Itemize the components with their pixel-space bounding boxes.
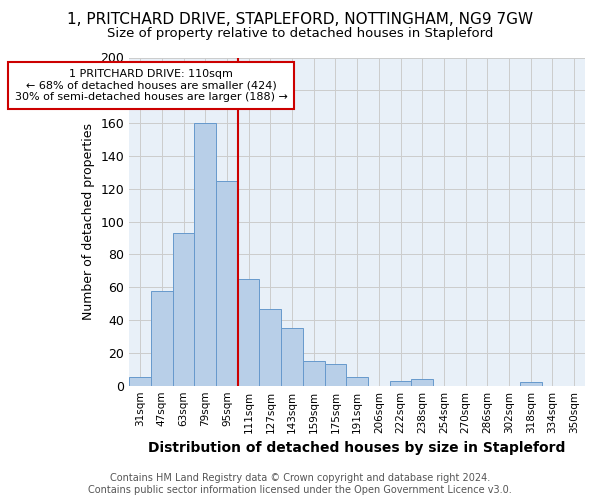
Bar <box>346 378 368 386</box>
Bar <box>520 382 542 386</box>
Bar <box>303 361 325 386</box>
Bar <box>389 381 412 386</box>
Text: 1 PRITCHARD DRIVE: 110sqm
← 68% of detached houses are smaller (424)
30% of semi: 1 PRITCHARD DRIVE: 110sqm ← 68% of detac… <box>14 69 287 102</box>
Bar <box>238 279 259 386</box>
Bar <box>151 290 173 386</box>
Bar <box>173 233 194 386</box>
Text: Size of property relative to detached houses in Stapleford: Size of property relative to detached ho… <box>107 28 493 40</box>
Bar <box>281 328 303 386</box>
Text: Contains HM Land Registry data © Crown copyright and database right 2024.
Contai: Contains HM Land Registry data © Crown c… <box>88 474 512 495</box>
Bar <box>325 364 346 386</box>
Y-axis label: Number of detached properties: Number of detached properties <box>82 123 95 320</box>
Bar <box>216 180 238 386</box>
Bar <box>259 308 281 386</box>
Bar <box>194 123 216 386</box>
Bar <box>129 378 151 386</box>
X-axis label: Distribution of detached houses by size in Stapleford: Distribution of detached houses by size … <box>148 441 566 455</box>
Text: 1, PRITCHARD DRIVE, STAPLEFORD, NOTTINGHAM, NG9 7GW: 1, PRITCHARD DRIVE, STAPLEFORD, NOTTINGH… <box>67 12 533 28</box>
Bar <box>412 379 433 386</box>
